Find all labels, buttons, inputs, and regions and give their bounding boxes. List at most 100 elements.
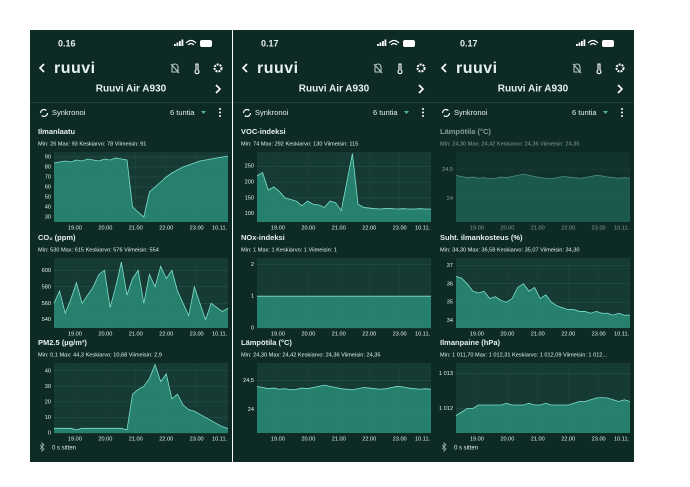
next-device-button[interactable] — [617, 84, 624, 94]
x-tick-label: 10.11. — [614, 225, 630, 231]
menu-dot[interactable] — [422, 115, 424, 117]
chart-title: Lämpötila (°C) — [241, 338, 292, 347]
menu-dot[interactable] — [422, 111, 424, 114]
back-button[interactable] — [38, 63, 45, 73]
bell-off-icon[interactable] — [170, 63, 180, 74]
y-tick-label: 40 — [45, 368, 51, 374]
thermometer-icon[interactable] — [397, 63, 403, 75]
data-line — [53, 262, 229, 322]
y-tick-label: 20 — [45, 399, 51, 405]
x-tick-label: 22.00 — [159, 225, 173, 231]
battery-icon — [602, 40, 614, 47]
period-selector[interactable]: 6 tuntia — [170, 108, 195, 117]
plot-background — [456, 152, 630, 222]
chart-stats: Min: 24,30 Max: 24,42 Keskiarvo: 24,36 V… — [241, 352, 381, 358]
menu-dot[interactable] — [621, 108, 623, 110]
back-button[interactable] — [241, 63, 248, 73]
sync-button[interactable]: Synkronoi — [454, 108, 488, 117]
y-tick-label: 50 — [45, 194, 51, 200]
thermometer-icon[interactable] — [194, 63, 200, 75]
y-tick-label: 0 — [251, 325, 254, 331]
area-fill — [257, 296, 431, 328]
signal-bar — [581, 41, 583, 46]
period-selector[interactable]: 6 tuntia — [572, 108, 597, 117]
period-selector[interactable]: 6 tuntia — [373, 108, 398, 117]
x-tick-label: 22.00 — [561, 436, 575, 442]
signal-bar — [578, 42, 581, 46]
y-tick-label: 90 — [45, 154, 51, 160]
menu-dot[interactable] — [219, 111, 221, 114]
x-tick-label: 22.00 — [159, 331, 173, 337]
chart-title: Ilmanpaine (hPa) — [440, 338, 501, 347]
bell-off-icon[interactable] — [572, 63, 582, 74]
menu-dot[interactable] — [219, 108, 221, 110]
area-fill — [456, 276, 630, 328]
sync-icon[interactable] — [39, 108, 49, 118]
menu-dot[interactable] — [621, 115, 623, 117]
x-tick-label: 21.00 — [129, 225, 143, 231]
y-tick-label: 24 — [447, 196, 453, 202]
sensor-chart: Ilmanpaine (hPa) Min: 1 011,70 Max: 1 012… — [439, 338, 631, 442]
area-fill — [54, 364, 228, 433]
settings-icon[interactable] — [213, 63, 223, 73]
app-logo: ruuvi — [456, 60, 498, 77]
signal-bar — [179, 41, 181, 46]
status-time: 0.17 — [261, 38, 279, 48]
x-tick-label: 22.00 — [561, 331, 575, 337]
dropdown-arrow — [404, 111, 409, 114]
x-tick-label: 23.00 — [592, 331, 606, 337]
x-tick-label: 10.11. — [212, 225, 228, 231]
sync-button[interactable]: Synkronoi — [52, 108, 86, 117]
x-tick-label: 23.00 — [393, 225, 407, 231]
y-tick-label: 70 — [45, 174, 51, 180]
status-time: 0.16 — [58, 38, 76, 48]
bell-off-icon[interactable] — [373, 63, 383, 74]
bluetooth-icon — [39, 442, 45, 452]
settings-icon[interactable] — [416, 63, 426, 73]
y-tick-label: 30 — [45, 214, 51, 220]
chart-title: Ilmanlaatu — [38, 127, 76, 136]
x-tick-label: 10.11. — [212, 436, 228, 442]
sensor-chart: NOx-indeksi Min: 1 Max: 1 Keskiarvo: 1 Vi… — [241, 233, 431, 337]
wifi-icon — [388, 39, 400, 46]
back-button[interactable] — [440, 63, 447, 73]
sync-icon[interactable] — [441, 108, 451, 118]
x-tick-label: 19.00 — [271, 225, 285, 231]
menu-dot[interactable] — [621, 111, 623, 114]
sync-icon[interactable] — [242, 108, 252, 118]
signal-bar — [384, 39, 387, 46]
menu-dot[interactable] — [422, 108, 424, 110]
x-tick-label: 21.00 — [531, 225, 545, 231]
device-name: Ruuvi Air A930 — [96, 84, 167, 95]
signal-bar — [382, 41, 384, 46]
sensor-chart: Lämpötila (°C) Min: 24,30 Max: 24,42 Kesk… — [440, 127, 631, 231]
x-tick-label: 22.00 — [561, 225, 575, 231]
signal-bar — [176, 42, 179, 46]
x-tick-label: 19.00 — [68, 436, 82, 442]
thermometer-icon[interactable] — [596, 63, 602, 75]
signal-bar — [181, 39, 184, 46]
dropdown-arrow — [603, 111, 608, 114]
next-device-button[interactable] — [215, 84, 222, 94]
next-device-button[interactable] — [418, 84, 425, 94]
x-tick-label: 20.00 — [98, 331, 112, 337]
x-tick-label: 10.11. — [415, 436, 431, 442]
data-line — [256, 153, 431, 212]
settings-icon[interactable] — [615, 63, 625, 73]
wifi-icon — [185, 39, 197, 46]
menu-dot[interactable] — [219, 115, 221, 117]
sync-button[interactable]: Synkronoi — [255, 108, 289, 117]
divider — [233, 102, 435, 103]
x-tick-label: 22.00 — [362, 331, 376, 337]
device-name: Ruuvi Air A930 — [498, 84, 569, 95]
chart-stats: Min: 1 Max: 1 Keskiarvo: 1 Viimeisin: 1 — [241, 247, 337, 253]
x-tick-label: 19.00 — [470, 436, 484, 442]
sensor-chart: Suht. ilmankosteus (%) Min: 34,30 Max: 36… — [440, 233, 630, 337]
y-tick-label: 2 — [251, 262, 254, 268]
battery-icon — [200, 40, 212, 47]
chart-stats: Min: 0,1 Max: 44,3 Keskiarvo: 10,68 Viim… — [38, 352, 162, 358]
sensor-chart: Lämpötila (°C) Min: 24,30 Max: 24,42 Kesk… — [241, 338, 432, 442]
